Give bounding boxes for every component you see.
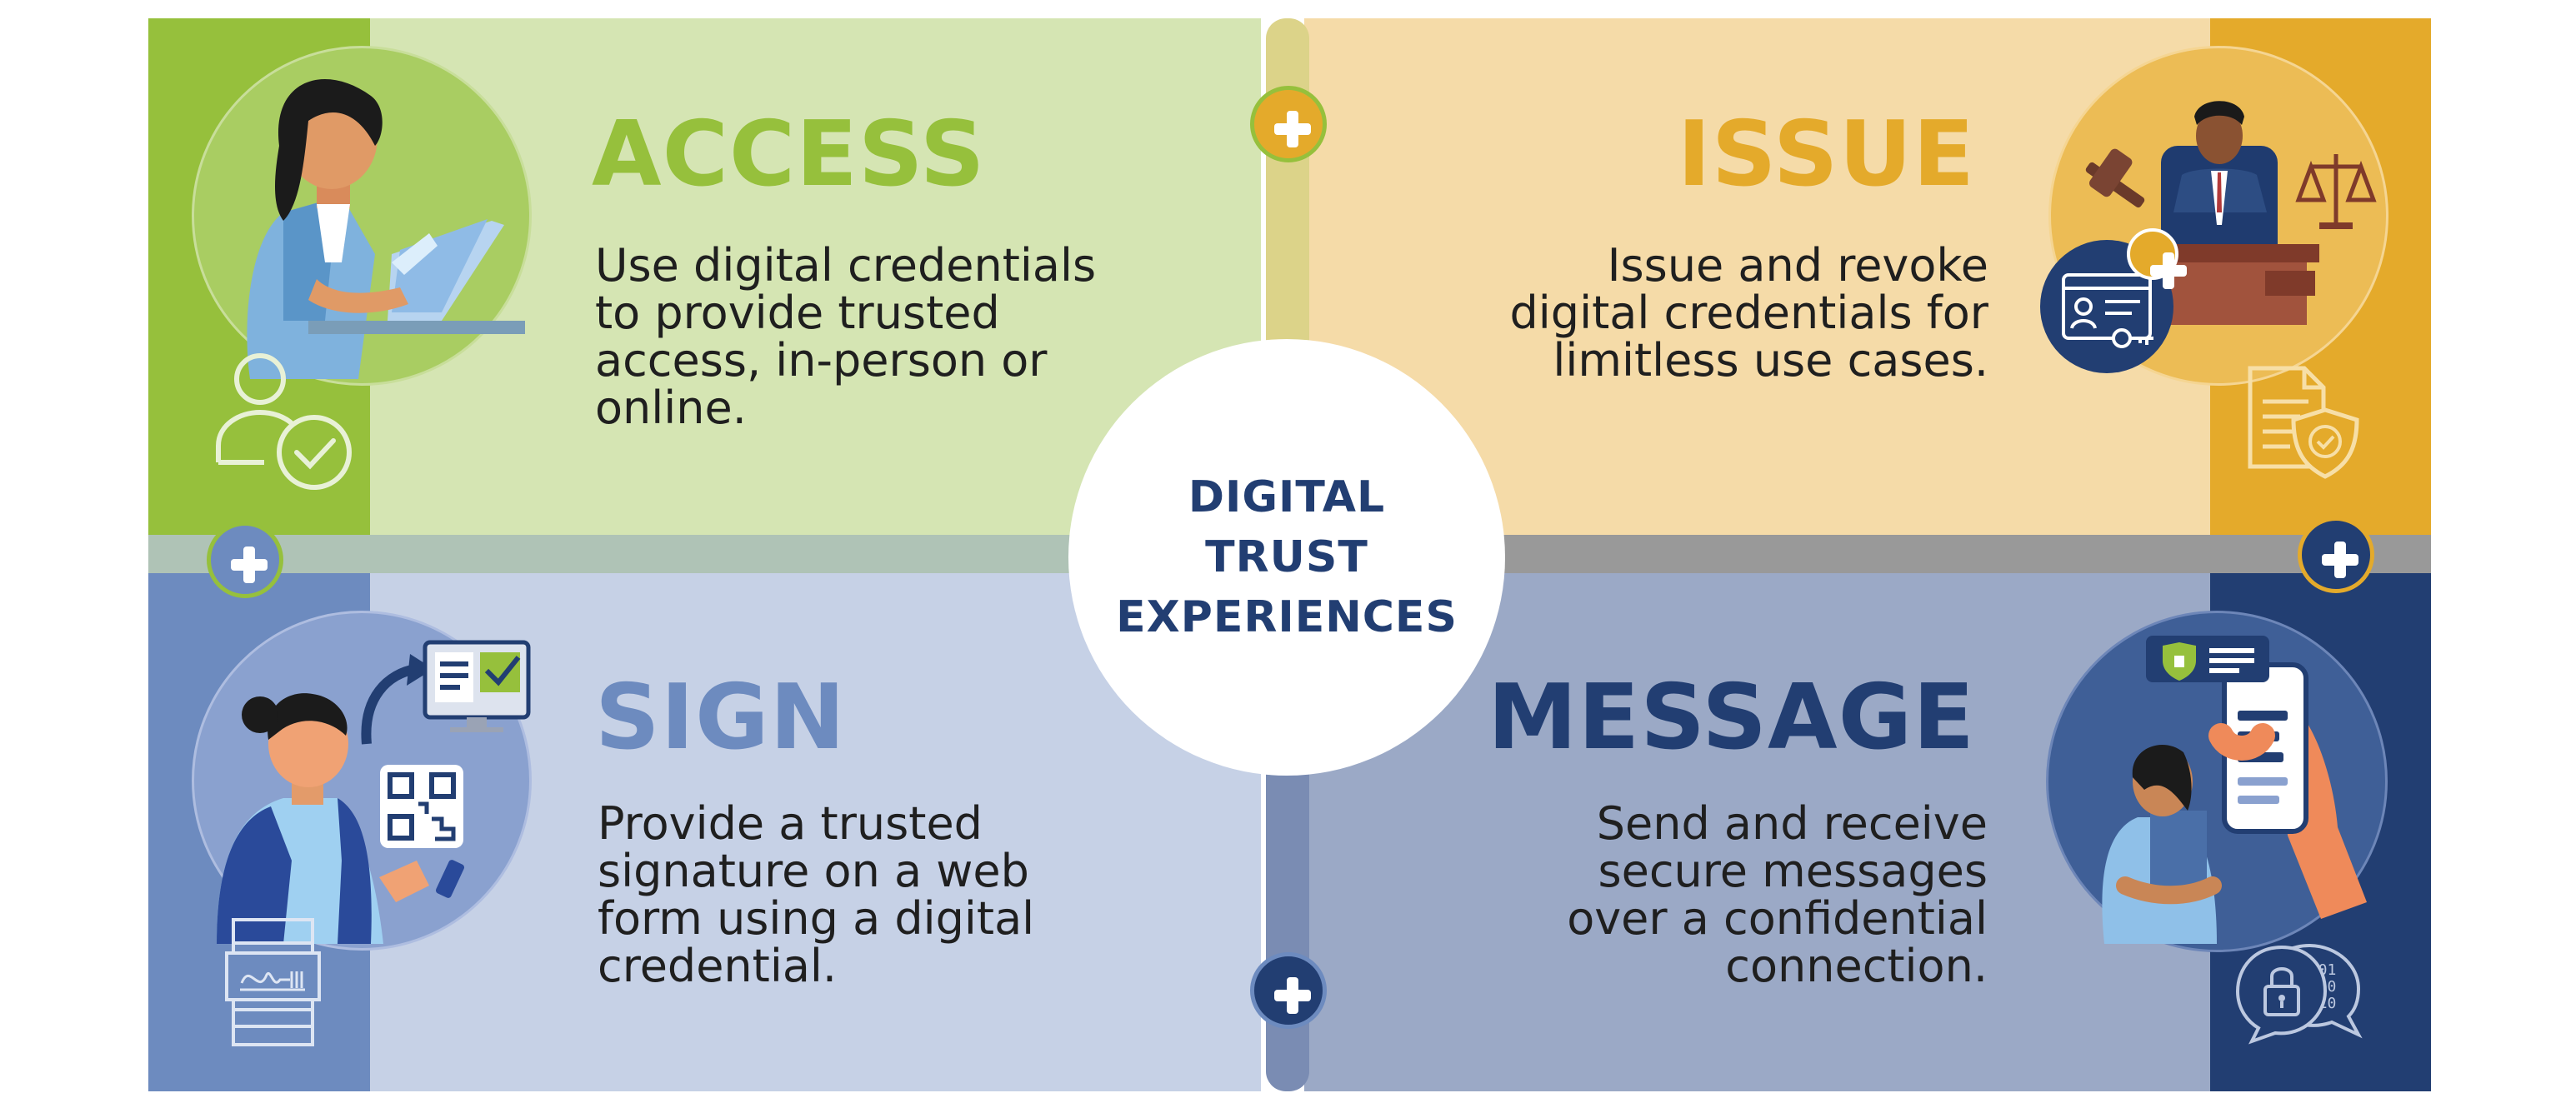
woman-phone-message-illustration bbox=[2102, 636, 2367, 944]
signature-document-icon bbox=[225, 918, 321, 1046]
access-line-1: Use digital credentials bbox=[595, 239, 1097, 292]
issue-title: ISSUE bbox=[1677, 102, 1975, 207]
access-description: Use digital credentials to provide trust… bbox=[595, 242, 1096, 432]
plus-icon bbox=[2127, 228, 2187, 289]
message-description: Send and receive secure messages over a … bbox=[1567, 800, 1988, 990]
sign-line-4: credential. bbox=[598, 940, 838, 992]
plus-icon bbox=[1250, 952, 1327, 1029]
center-circle: DIGITAL TRUST EXPERIENCES bbox=[1068, 339, 1505, 776]
access-title: ACCESS bbox=[592, 102, 986, 207]
center-line-1: DIGITAL bbox=[1188, 472, 1386, 522]
access-line-3: access, in-person or bbox=[595, 334, 1048, 387]
center-line-3: EXPERIENCES bbox=[1116, 592, 1458, 642]
issue-line-1: Issue and revoke bbox=[1607, 239, 1988, 292]
access-line-4: online. bbox=[595, 382, 747, 434]
plus-icon bbox=[207, 522, 283, 598]
plus-icon bbox=[2298, 517, 2374, 593]
sign-line-3: form using a digital bbox=[598, 892, 1035, 945]
document-shield-icon bbox=[2248, 366, 2359, 479]
message-line-1: Send and receive bbox=[1596, 797, 1988, 850]
message-title: MESSAGE bbox=[1488, 666, 1975, 770]
woman-phone-qr-illustration bbox=[217, 640, 531, 944]
plus-icon bbox=[1250, 86, 1327, 162]
person-check-icon bbox=[216, 353, 352, 490]
woman-laptop-illustration bbox=[247, 79, 525, 379]
issue-description: Issue and revoke digital credentials for… bbox=[1510, 242, 1988, 384]
sign-title: SIGN bbox=[595, 666, 846, 770]
issue-line-2: digital credentials for bbox=[1509, 287, 1988, 339]
sign-description: Provide a trusted signature on a web for… bbox=[598, 800, 1034, 990]
sign-line-1: Provide a trusted bbox=[598, 797, 983, 850]
lock-chat-icon: 0101 1010 0110 bbox=[2235, 943, 2363, 1045]
issue-line-3: limitless use cases. bbox=[1553, 334, 1988, 387]
sign-line-2: signature on a web bbox=[598, 845, 1029, 897]
message-line-3: over a confidential bbox=[1567, 892, 1988, 945]
message-line-4: connection. bbox=[1725, 940, 1988, 992]
message-line-2: secure messages bbox=[1598, 845, 1988, 897]
center-line-2: TRUST bbox=[1205, 532, 1368, 582]
id-card-key-icon bbox=[2062, 273, 2153, 348]
access-line-2: to provide trusted bbox=[595, 287, 1000, 339]
